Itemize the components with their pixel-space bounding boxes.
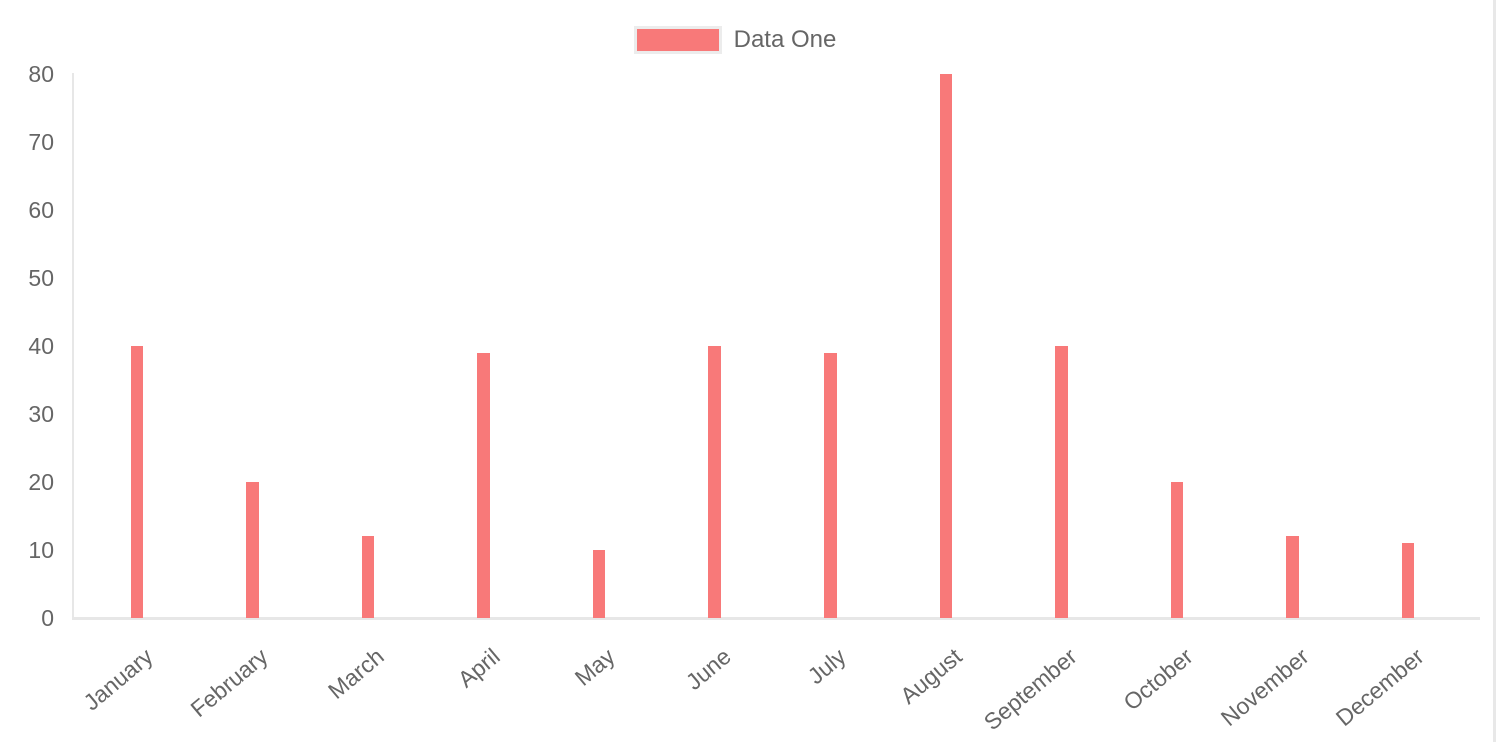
bar-february[interactable] xyxy=(246,482,259,618)
legend-label: Data One xyxy=(733,26,837,53)
y-axis-line xyxy=(72,73,74,619)
y-tick-label-0: 0 xyxy=(41,605,54,631)
bar-december[interactable] xyxy=(1401,543,1415,618)
legend-color-box xyxy=(633,26,722,54)
y-tick-label-80: 80 xyxy=(28,61,54,87)
x-tick-label-january: January xyxy=(78,643,158,716)
y-tick-label-60: 60 xyxy=(28,197,54,223)
bar-january[interactable] xyxy=(130,346,144,618)
bar-july[interactable] xyxy=(824,352,837,618)
bar-june[interactable] xyxy=(708,346,721,618)
bar-may[interactable] xyxy=(592,550,606,618)
bar-march[interactable] xyxy=(361,536,375,618)
y-tick-label-70: 70 xyxy=(28,129,54,155)
chart-legend[interactable]: Data One xyxy=(0,26,1485,54)
bar-november[interactable] xyxy=(1286,536,1299,618)
right-edge-line xyxy=(1493,0,1496,742)
y-tick-label-50: 50 xyxy=(28,265,54,291)
y-tick-label-20: 20 xyxy=(28,469,54,495)
x-axis-line xyxy=(72,617,1480,620)
y-tick-label-10: 10 xyxy=(28,537,54,563)
bar-september[interactable] xyxy=(1055,346,1068,618)
bar-august[interactable] xyxy=(939,74,953,618)
y-tick-label-30: 30 xyxy=(28,401,54,427)
y-tick-label-40: 40 xyxy=(28,333,54,359)
bar-april[interactable] xyxy=(477,352,490,618)
bar-october[interactable] xyxy=(1170,482,1184,618)
